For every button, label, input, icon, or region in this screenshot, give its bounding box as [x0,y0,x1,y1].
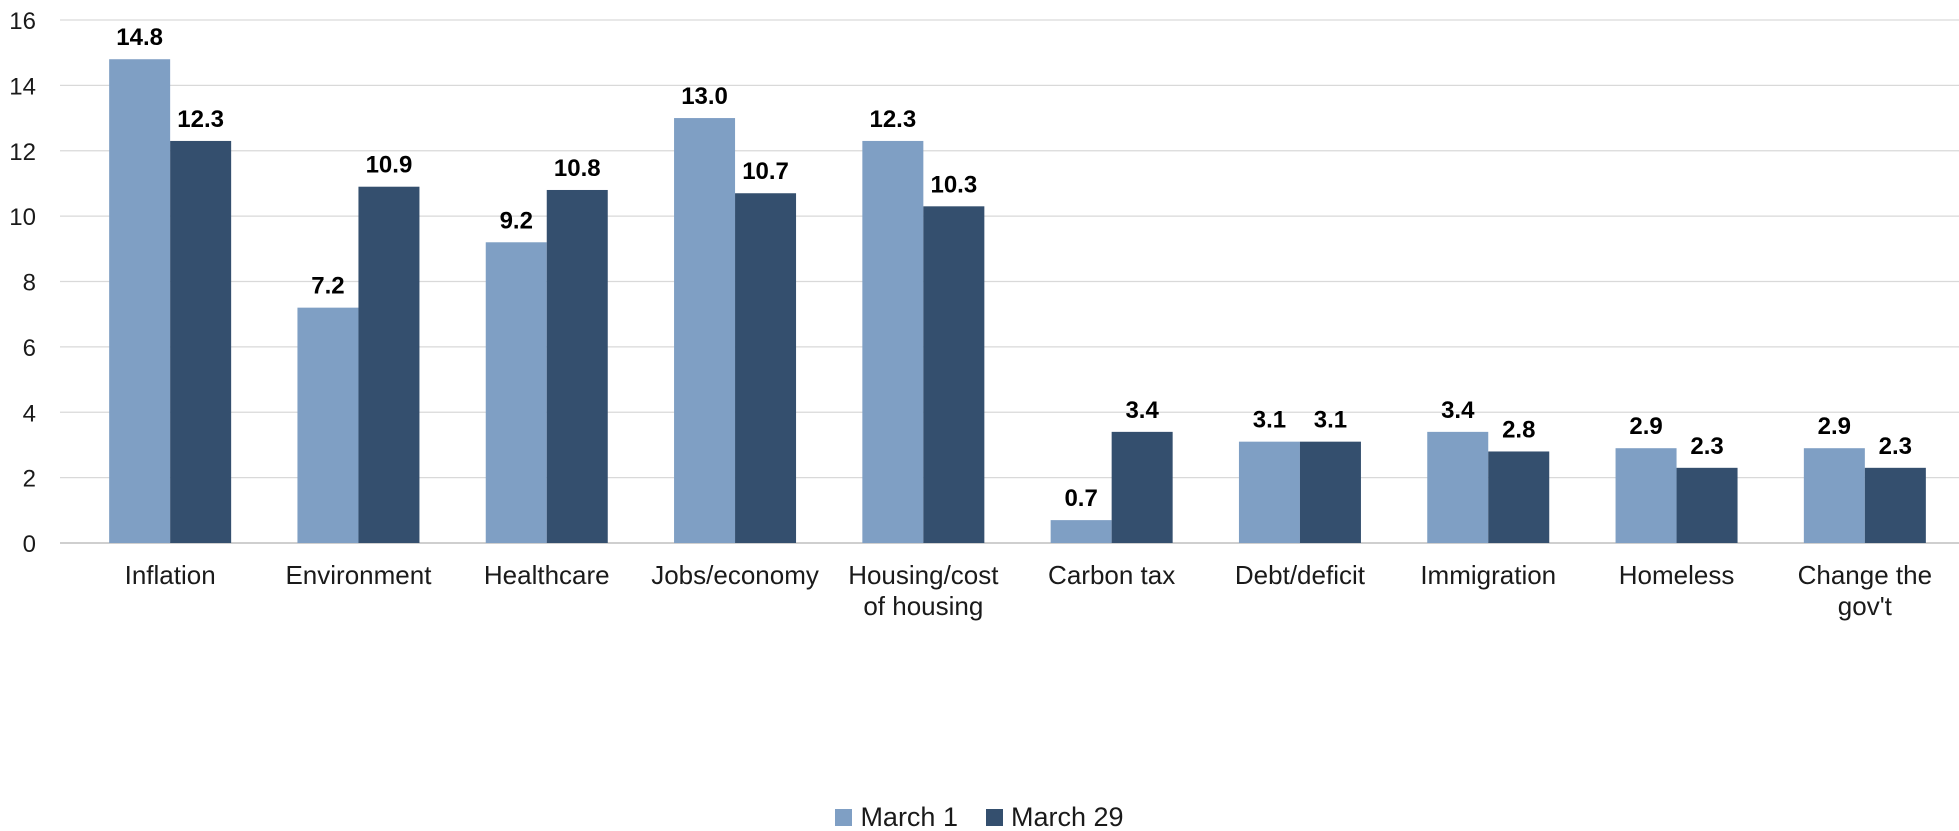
data-label: 10.7 [742,158,789,185]
legend-label-march-1: March 1 [860,801,958,831]
x-tick-label: Change the [1798,560,1932,590]
bar-march-29 [546,189,608,543]
x-tick-label: of housing [863,591,983,621]
data-label: 3.1 [1314,407,1347,434]
data-label: 0.7 [1064,485,1097,512]
data-label: 3.1 [1253,407,1286,434]
y-tick-label: 2 [23,466,36,493]
y-tick-label: 0 [23,531,36,558]
x-tick-label: Environment [285,560,432,590]
data-label: 12.3 [869,106,916,133]
data-label: 3.4 [1441,397,1475,424]
data-label: 10.9 [366,152,413,179]
bar-march-29 [1488,451,1550,543]
bar-march-29 [1676,467,1738,543]
bar-march-1 [1803,448,1865,543]
bar-march-1 [862,140,924,543]
bar-march-1 [1050,520,1112,543]
bar-march-29 [170,140,232,543]
x-tick-label: Homeless [1619,560,1735,590]
data-label: 2.8 [1502,416,1535,443]
bar-march-29 [1299,441,1361,543]
data-label: 2.9 [1818,413,1851,440]
bar-march-29 [923,206,985,543]
y-tick-label: 10 [9,204,36,231]
data-label: 3.4 [1125,397,1159,424]
y-tick-label: 6 [23,335,36,362]
x-tick-label: Jobs/economy [651,560,819,590]
legend-item-march-1: March 1 [835,802,958,831]
data-label: 2.3 [1690,433,1723,460]
data-label: 12.3 [177,106,224,133]
y-tick-label: 14 [9,73,36,100]
legend-swatch-march-29 [985,808,1003,826]
bar-march-29 [1864,467,1926,543]
data-label: 10.8 [554,155,601,182]
x-tick-label: Inflation [125,560,216,590]
data-label: 13.0 [681,83,728,110]
y-tick-label: 4 [23,400,36,427]
data-label: 2.9 [1629,413,1662,440]
legend: March 1 March 29 [0,802,1959,831]
bar-march-29 [358,186,420,544]
bar-march-1 [1615,448,1677,543]
data-label: 14.8 [116,24,163,51]
y-tick-label: 8 [23,270,36,297]
x-tick-label: Housing/cost [848,560,999,590]
bar-march-1 [1238,441,1300,543]
data-label: 10.3 [930,171,977,198]
bar-march-29 [1111,431,1173,543]
data-label: 9.2 [500,207,533,234]
x-tick-label: Healthcare [484,560,610,590]
data-label: 2.3 [1879,433,1912,460]
y-tick-label: 12 [9,139,36,166]
legend-item-march-29: March 29 [985,801,1124,831]
x-tick-label: gov't [1838,591,1893,621]
bar-march-1 [674,118,736,543]
data-label: 7.2 [311,273,344,300]
legend-label-march-29: March 29 [1010,801,1124,831]
y-tick-label: 16 [9,8,36,35]
x-tick-label: Immigration [1420,560,1556,590]
x-tick-label: Debt/deficit [1235,560,1366,590]
bar-march-1 [297,307,359,543]
legend-swatch-march-1 [835,808,853,826]
bar-march-29 [735,193,797,543]
bar-march-1 [109,59,171,543]
bar-march-1 [1427,431,1489,543]
x-tick-label: Carbon tax [1048,560,1175,590]
bar-march-1 [485,242,547,543]
